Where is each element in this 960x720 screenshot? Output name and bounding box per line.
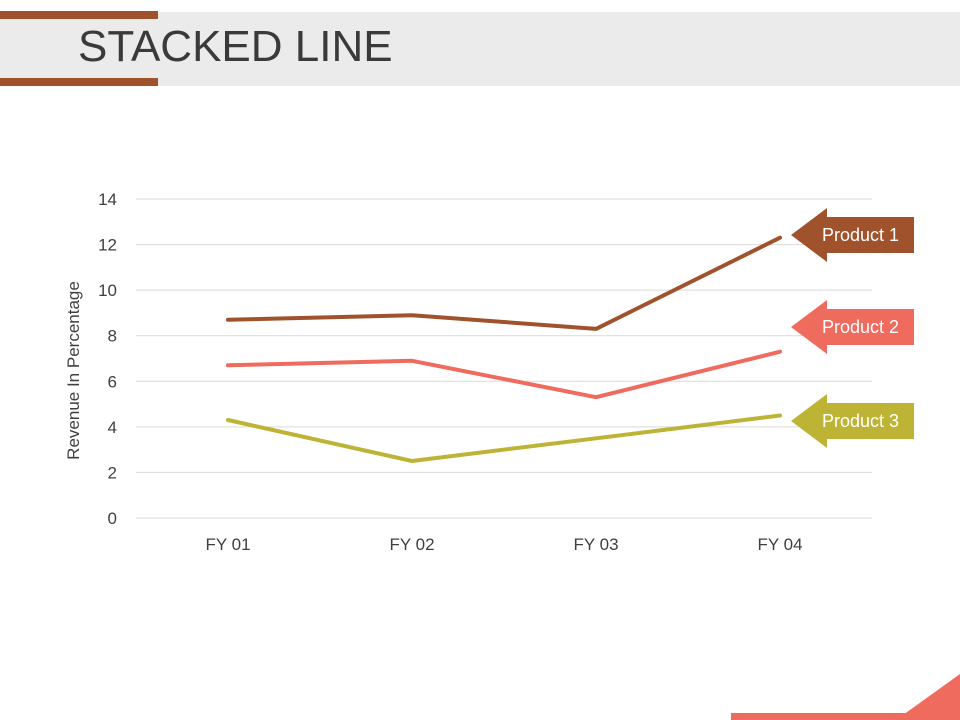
arrow-callout-shape xyxy=(791,300,914,354)
y-tick-label: 6 xyxy=(108,372,117,391)
legend-callout-product-2: Product 2 xyxy=(791,300,914,354)
x-tick-label: FY 02 xyxy=(389,535,434,554)
legend-callout-product-3: Product 3 xyxy=(791,394,914,448)
series-line-product-2 xyxy=(226,349,782,400)
title-band xyxy=(0,12,960,86)
corner-decoration-bar xyxy=(731,713,960,720)
y-tick-label: 2 xyxy=(108,463,117,482)
x-tick-label: FY 03 xyxy=(573,535,618,554)
y-tick-label: 8 xyxy=(108,327,117,346)
title-accent-bottom-bar xyxy=(0,78,158,86)
arrow-callout-shape xyxy=(791,394,914,448)
y-axis-label: Revenue In Percentage xyxy=(64,281,83,460)
series-line-product-1 xyxy=(226,235,782,331)
y-tick-label: 12 xyxy=(98,236,117,255)
title-accent-top-bar xyxy=(0,11,158,19)
series-line-product-3 xyxy=(226,413,782,463)
x-tick-label: FY 01 xyxy=(205,535,250,554)
legend-label-product-2: Product 2 xyxy=(821,317,900,337)
arrow-callout-shape xyxy=(791,208,914,262)
slide-title: STACKED LINE xyxy=(78,22,393,71)
x-tick-label: FY 04 xyxy=(757,535,802,554)
y-tick-label: 10 xyxy=(98,281,117,300)
y-tick-label: 4 xyxy=(108,418,117,437)
legend-label-product-3: Product 3 xyxy=(821,411,900,431)
y-tick-label: 0 xyxy=(108,509,117,528)
legend-label-product-1: Product 1 xyxy=(821,225,900,245)
y-tick-label: 14 xyxy=(98,190,117,209)
corner-decoration-triangle xyxy=(896,674,960,720)
legend-callout-product-1: Product 1 xyxy=(791,208,914,262)
